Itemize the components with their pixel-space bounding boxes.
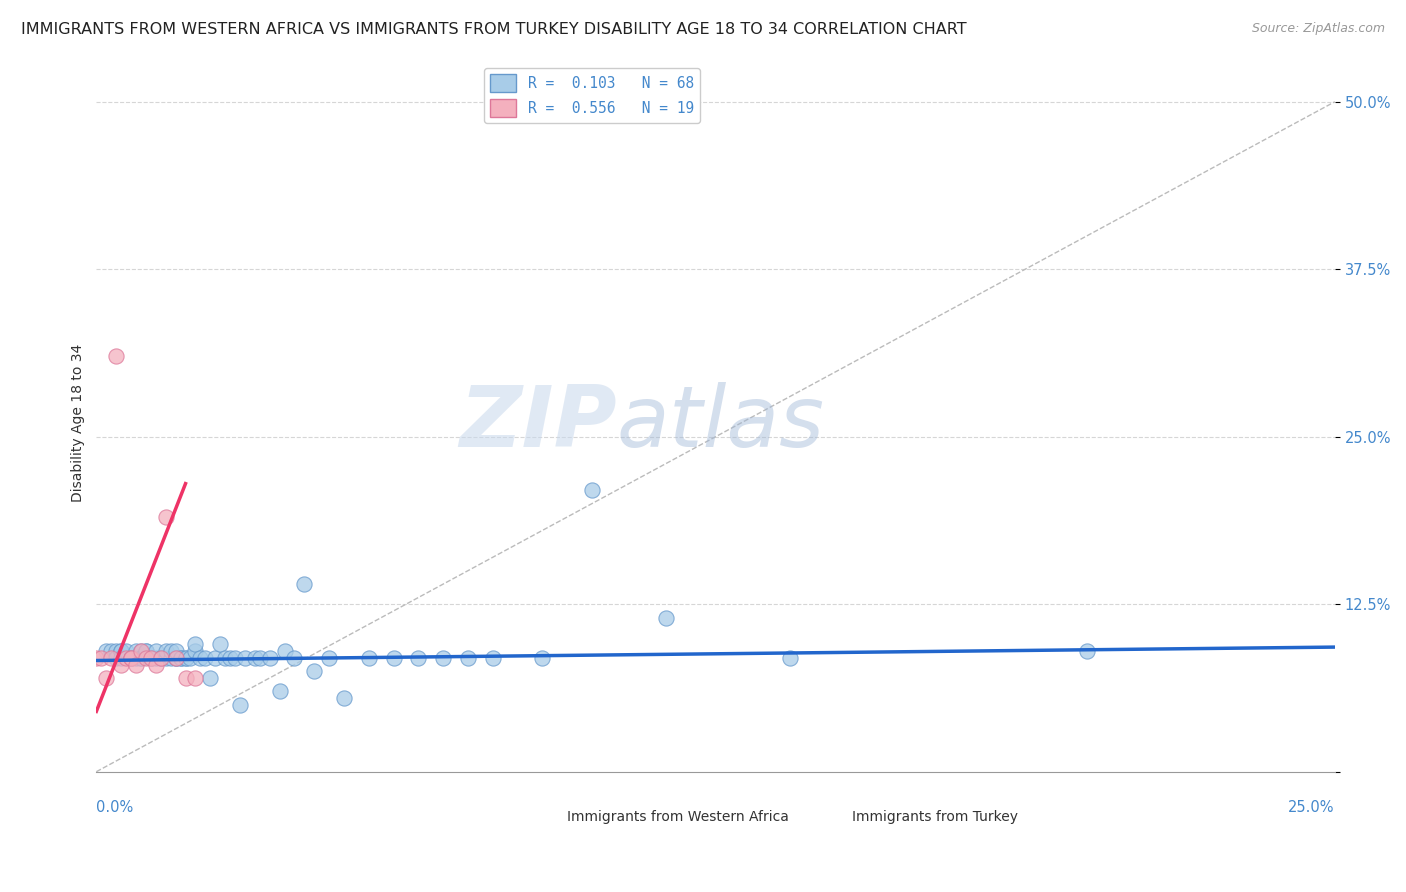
Text: Source: ZipAtlas.com: Source: ZipAtlas.com bbox=[1251, 22, 1385, 36]
Point bbox=[100, 650, 122, 665]
Point bbox=[149, 650, 172, 665]
Point bbox=[283, 650, 305, 665]
Point bbox=[243, 650, 266, 665]
Point bbox=[90, 650, 112, 665]
Point bbox=[129, 644, 152, 658]
Point bbox=[135, 644, 157, 658]
Point bbox=[125, 644, 148, 658]
Point bbox=[229, 698, 252, 712]
Point bbox=[86, 650, 108, 665]
Point bbox=[233, 650, 256, 665]
Point bbox=[120, 650, 142, 665]
Point bbox=[129, 650, 152, 665]
Point bbox=[110, 657, 132, 672]
Point bbox=[125, 657, 148, 672]
Point bbox=[100, 644, 122, 658]
Point bbox=[184, 637, 207, 651]
Text: 25.0%: 25.0% bbox=[1288, 799, 1334, 814]
Point bbox=[457, 650, 479, 665]
Point bbox=[149, 650, 172, 665]
Point bbox=[249, 650, 271, 665]
Point bbox=[169, 650, 191, 665]
Point bbox=[204, 650, 226, 665]
FancyBboxPatch shape bbox=[536, 789, 558, 805]
Point bbox=[209, 637, 232, 651]
Point bbox=[169, 650, 191, 665]
Point bbox=[219, 650, 242, 665]
Point bbox=[159, 650, 181, 665]
Point bbox=[294, 577, 316, 591]
Point bbox=[139, 650, 162, 665]
Point bbox=[259, 650, 281, 665]
Y-axis label: Disability Age 18 to 34: Disability Age 18 to 34 bbox=[72, 344, 86, 502]
Text: 0.0%: 0.0% bbox=[97, 799, 134, 814]
Point bbox=[432, 650, 454, 665]
Point bbox=[165, 650, 187, 665]
Point bbox=[105, 349, 128, 363]
Text: Immigrants from Turkey: Immigrants from Turkey bbox=[852, 810, 1018, 824]
Point bbox=[174, 650, 197, 665]
Text: atlas: atlas bbox=[616, 382, 824, 465]
Point bbox=[273, 644, 295, 658]
Point bbox=[165, 644, 187, 658]
Point bbox=[531, 650, 554, 665]
Point bbox=[174, 650, 197, 665]
Point bbox=[105, 650, 128, 665]
Point bbox=[120, 650, 142, 665]
Point bbox=[481, 650, 503, 665]
Point bbox=[129, 644, 152, 658]
Point bbox=[110, 644, 132, 658]
Point bbox=[125, 650, 148, 665]
Point bbox=[779, 650, 801, 665]
Point bbox=[165, 650, 187, 665]
Point bbox=[115, 644, 138, 658]
Point bbox=[269, 684, 291, 698]
Point bbox=[155, 650, 177, 665]
Point bbox=[318, 650, 340, 665]
Point bbox=[159, 644, 181, 658]
Point bbox=[96, 644, 118, 658]
Point bbox=[194, 650, 217, 665]
Point bbox=[110, 644, 132, 658]
Point bbox=[129, 650, 152, 665]
Point bbox=[120, 650, 142, 665]
Point bbox=[214, 650, 236, 665]
Point bbox=[408, 650, 430, 665]
Point bbox=[224, 650, 246, 665]
Text: ZIP: ZIP bbox=[458, 382, 616, 465]
Point bbox=[179, 650, 201, 665]
Point bbox=[333, 691, 356, 706]
Point bbox=[184, 671, 207, 685]
Point bbox=[145, 644, 167, 658]
Point bbox=[135, 650, 157, 665]
Point bbox=[304, 664, 326, 678]
Point bbox=[382, 650, 405, 665]
Point bbox=[145, 657, 167, 672]
Point bbox=[139, 650, 162, 665]
Point bbox=[139, 650, 162, 665]
Legend: R =  0.103   N = 68, R =  0.556   N = 19: R = 0.103 N = 68, R = 0.556 N = 19 bbox=[484, 69, 700, 123]
Point bbox=[174, 671, 197, 685]
Point bbox=[105, 644, 128, 658]
Point bbox=[1076, 644, 1098, 658]
Point bbox=[135, 644, 157, 658]
Point bbox=[655, 610, 678, 624]
Point bbox=[165, 650, 187, 665]
Point bbox=[155, 644, 177, 658]
Point bbox=[149, 650, 172, 665]
Point bbox=[145, 650, 167, 665]
Point bbox=[115, 650, 138, 665]
Point bbox=[96, 671, 118, 685]
Text: IMMIGRANTS FROM WESTERN AFRICA VS IMMIGRANTS FROM TURKEY DISABILITY AGE 18 TO 34: IMMIGRANTS FROM WESTERN AFRICA VS IMMIGR… bbox=[21, 22, 967, 37]
Point bbox=[190, 650, 212, 665]
Point bbox=[200, 671, 222, 685]
FancyBboxPatch shape bbox=[821, 789, 844, 805]
Point bbox=[110, 650, 132, 665]
Point bbox=[120, 650, 142, 665]
Point bbox=[184, 644, 207, 658]
Point bbox=[155, 510, 177, 524]
Point bbox=[581, 483, 603, 498]
Text: Immigrants from Western Africa: Immigrants from Western Africa bbox=[567, 810, 789, 824]
Point bbox=[357, 650, 380, 665]
